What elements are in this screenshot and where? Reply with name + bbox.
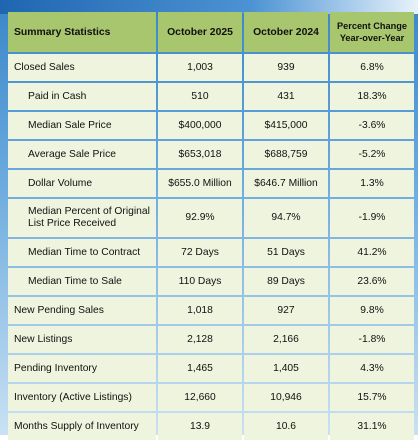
table-row: New Listings 2,128 2,166 -1.8% (8, 326, 414, 353)
value-2025: 510 (158, 83, 242, 110)
row-label: Paid in Cash (8, 83, 156, 110)
value-2024: 10.6 (244, 413, 328, 440)
value-2024: 2,166 (244, 326, 328, 353)
value-2025: 1,465 (158, 355, 242, 382)
value-2025: $653,018 (158, 141, 242, 168)
value-change: -3.6% (330, 112, 414, 139)
value-2025: $655.0 Million (158, 170, 242, 197)
value-change: 9.8% (330, 297, 414, 324)
table-row: Closed Sales 1,003 939 6.8% (8, 54, 414, 81)
value-change: 4.3% (330, 355, 414, 382)
value-change: 18.3% (330, 83, 414, 110)
table-row: Inventory (Active Listings) 12,660 10,94… (8, 384, 414, 411)
header-october-2024: October 2024 (244, 12, 328, 52)
table-row: Median Time to Sale 110 Days 89 Days 23.… (8, 268, 414, 295)
value-2025: 1,003 (158, 54, 242, 81)
table-row: Median Sale Price $400,000 $415,000 -3.6… (8, 112, 414, 139)
value-change: 23.6% (330, 268, 414, 295)
value-2024: 939 (244, 54, 328, 81)
table-row: Median Percent of Original List Price Re… (8, 199, 414, 237)
value-change: 15.7% (330, 384, 414, 411)
table-row: New Pending Sales 1,018 927 9.8% (8, 297, 414, 324)
table-row: Pending Inventory 1,465 1,405 4.3% (8, 355, 414, 382)
row-label: Median Time to Contract (8, 239, 156, 266)
value-2024: 89 Days (244, 268, 328, 295)
row-label: New Pending Sales (8, 297, 156, 324)
table-row: Average Sale Price $653,018 $688,759 -5.… (8, 141, 414, 168)
value-2024: 1,405 (244, 355, 328, 382)
header-summary-statistics: Summary Statistics (8, 12, 156, 52)
row-label: Inventory (Active Listings) (8, 384, 156, 411)
value-change: 1.3% (330, 170, 414, 197)
table-row: Median Time to Contract 72 Days 51 Days … (8, 239, 414, 266)
value-2025: 92.9% (158, 199, 242, 237)
row-label: Average Sale Price (8, 141, 156, 168)
table-row: Paid in Cash 510 431 18.3% (8, 83, 414, 110)
header-october-2025: October 2025 (158, 12, 242, 52)
value-2025: 12,660 (158, 384, 242, 411)
row-label: Closed Sales (8, 54, 156, 81)
summary-statistics-table: Summary Statistics October 2025 October … (6, 10, 416, 442)
value-2025: 1,018 (158, 297, 242, 324)
value-2024: 431 (244, 83, 328, 110)
value-change: 6.8% (330, 54, 414, 81)
header-percent-change: Percent Change Year-over-Year (330, 12, 414, 52)
value-2025: 110 Days (158, 268, 242, 295)
value-2025: $400,000 (158, 112, 242, 139)
value-2024: $688,759 (244, 141, 328, 168)
value-2024: 10,946 (244, 384, 328, 411)
value-2024: 51 Days (244, 239, 328, 266)
value-change: 41.2% (330, 239, 414, 266)
value-2025: 2,128 (158, 326, 242, 353)
row-label: Pending Inventory (8, 355, 156, 382)
row-label: Median Time to Sale (8, 268, 156, 295)
value-change: -1.8% (330, 326, 414, 353)
table-row: Dollar Volume $655.0 Million $646.7 Mill… (8, 170, 414, 197)
value-2025: 13.9 (158, 413, 242, 440)
row-label: Dollar Volume (8, 170, 156, 197)
table-row: Months Supply of Inventory 13.9 10.6 31.… (8, 413, 414, 440)
background-top-band (0, 0, 418, 14)
row-label: Median Percent of Original List Price Re… (8, 199, 156, 237)
value-2024: $415,000 (244, 112, 328, 139)
row-label: Median Sale Price (8, 112, 156, 139)
value-2024: 927 (244, 297, 328, 324)
row-label: Months Supply of Inventory (8, 413, 156, 440)
row-label: New Listings (8, 326, 156, 353)
table-header-row: Summary Statistics October 2025 October … (8, 12, 414, 52)
value-change: -5.2% (330, 141, 414, 168)
value-change: -1.9% (330, 199, 414, 237)
value-change: 31.1% (330, 413, 414, 440)
value-2025: 72 Days (158, 239, 242, 266)
value-2024: 94.7% (244, 199, 328, 237)
value-2024: $646.7 Million (244, 170, 328, 197)
